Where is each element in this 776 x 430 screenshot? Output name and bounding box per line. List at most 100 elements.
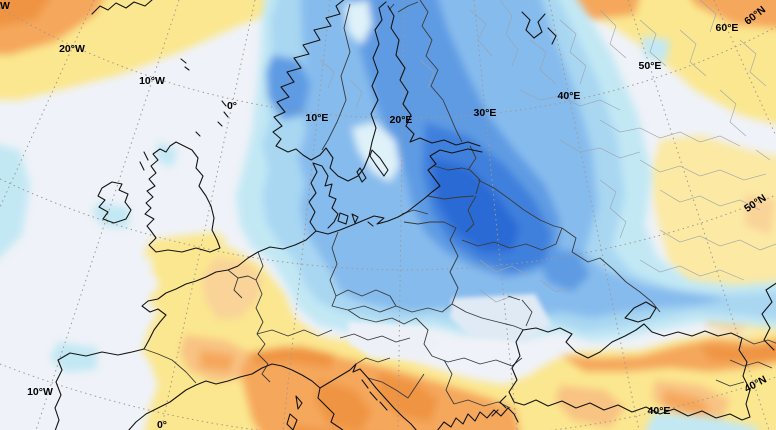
- country-border: [143, 333, 271, 384]
- country-borders: [143, 0, 776, 409]
- coastline-greece: [437, 407, 519, 430]
- country-border: [255, 251, 333, 337]
- cool-region: [345, 0, 372, 45]
- admin-border: [639, 259, 745, 281]
- admin-border: [639, 19, 667, 67]
- warm-region: [553, 0, 776, 125]
- admin-border: [599, 119, 741, 147]
- graticule-label: 0°: [157, 419, 167, 430]
- coastline-finland: [387, 5, 481, 147]
- admin-border: [599, 9, 627, 59]
- coastline-scandinavia: [272, 0, 387, 182]
- graticule-label: 20°E: [390, 114, 413, 126]
- warm-region: [290, 425, 326, 430]
- graticule-meridian: [473, 0, 518, 430]
- graticule-parallel: [0, 7, 776, 119]
- graticule-label: 10°W: [139, 75, 165, 87]
- country-border: [561, 227, 661, 313]
- country-border: [419, 0, 463, 143]
- graticule-meridian: [160, 0, 256, 430]
- coastline-caspian: [761, 282, 776, 351]
- warm-region: [560, 338, 776, 372]
- country-border: [461, 179, 563, 251]
- graticule-label: 50°E: [639, 60, 662, 72]
- coastline-ireland: [97, 181, 132, 224]
- coastline-hebrides: [139, 151, 149, 171]
- country-border: [401, 145, 481, 233]
- cool-region: [50, 342, 98, 372]
- coastline-gotland: [356, 149, 389, 183]
- country-border: [227, 269, 257, 299]
- admin-border: [519, 89, 621, 111]
- coastline-baltic-south: [54, 148, 483, 430]
- cool-region: [266, 55, 310, 120]
- graticule-label: W: [0, 0, 10, 12]
- cool-region: [642, 36, 670, 62]
- cool-region: [432, 158, 520, 252]
- admin-borders: [319, 0, 776, 303]
- country-border: [335, 289, 417, 325]
- admin-border: [529, 39, 557, 85]
- coastline-faroe: [180, 58, 190, 71]
- neutral-gap: [348, 322, 442, 360]
- graticule-label: 20°W: [59, 43, 85, 55]
- cool-region: [0, 145, 30, 257]
- coastline-mediterranean: [128, 363, 344, 430]
- cool-region: [538, 248, 590, 292]
- warm-region: [745, 195, 775, 235]
- cool-region: [352, 122, 400, 182]
- graticule-label: 40°E: [558, 90, 581, 102]
- admin-border: [479, 259, 573, 303]
- admin-border: [599, 179, 627, 239]
- warm-region: [200, 350, 235, 372]
- coastline-marmara: [491, 395, 507, 417]
- warm-region: [252, 346, 335, 368]
- coastline-adriatic: [319, 363, 417, 430]
- graticule-meridian: [627, 0, 770, 430]
- warm-region: [555, 385, 625, 428]
- graticule-meridian: [35, 0, 180, 430]
- coastline-iceland: [91, 0, 153, 15]
- country-border: [339, 317, 455, 405]
- warm-region: [315, 380, 372, 430]
- coastline-azov: [624, 301, 657, 323]
- coastline-great-britain: [144, 141, 221, 253]
- warm-region: [0, 0, 50, 27]
- admin-border: [319, 59, 435, 109]
- warm-region: [692, 0, 776, 29]
- cool-region: [645, 412, 760, 430]
- admin-border: [679, 29, 707, 77]
- admin-border: [559, 139, 641, 159]
- admin-border: [659, 189, 761, 211]
- graticule-meridian: [548, 0, 640, 430]
- country-border: [715, 337, 776, 387]
- admin-border: [659, 229, 776, 251]
- coastline-black-sea: [508, 323, 751, 421]
- admin-border: [469, 9, 493, 57]
- graticule-label: 10°E: [306, 112, 329, 124]
- coastlines: [54, 0, 776, 430]
- admin-border: [499, 0, 519, 67]
- coastline-croatian-islands: [361, 379, 388, 411]
- coastline-corsica-sardinia: [286, 395, 303, 430]
- warm-region: [700, 342, 776, 362]
- country-border: [329, 221, 459, 313]
- coastline-denmark: [308, 162, 339, 232]
- coastline-danish-islands: [337, 212, 374, 227]
- graticule-label: 10°W: [27, 386, 53, 398]
- coastline-shetland: [195, 100, 229, 137]
- graticule-label: 0°: [227, 100, 237, 112]
- admin-border: [559, 19, 587, 85]
- warm-region: [378, 372, 438, 422]
- coastline-white-sea: [521, 11, 557, 45]
- cool-region: [156, 142, 178, 168]
- country-border: [321, 3, 351, 151]
- warm-region: [202, 258, 262, 320]
- graticule-meridian: [282, 0, 331, 430]
- admin-border: [699, 0, 717, 33]
- admin-border: [719, 39, 771, 161]
